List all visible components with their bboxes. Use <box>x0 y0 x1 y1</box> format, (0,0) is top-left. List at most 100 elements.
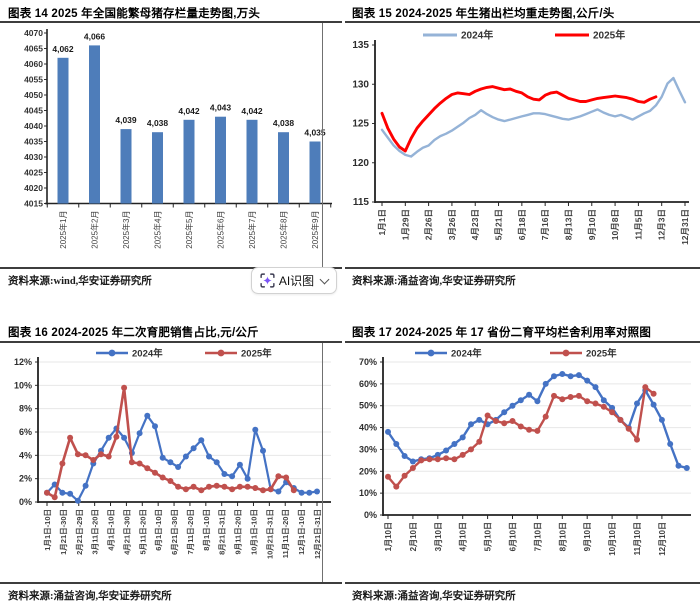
series-marker <box>534 427 541 434</box>
series-marker <box>542 413 549 420</box>
series-marker <box>59 489 66 496</box>
series-marker <box>459 451 466 458</box>
x-tick-label: 12月10日 <box>658 522 667 556</box>
fig15-source: 资料来源:涌益咨询,华安证券研究所 <box>352 276 516 287</box>
x-tick-label: 12月21日-31日 <box>313 509 322 559</box>
series-marker <box>592 384 599 391</box>
fig14-source-rule <box>0 267 342 269</box>
x-tick-label: 4月23日 <box>470 209 480 240</box>
fig17-source: 资料来源:涌益咨询,华安证券研究所 <box>352 591 516 602</box>
fig17-source-rule <box>345 582 700 584</box>
y-tick-label: 4035 <box>24 137 43 147</box>
y-tick-label: 8% <box>19 404 32 414</box>
fig14-chart: 4015 4020 4025 4030 4035 4040 4045 4050 4055 4060… <box>24 28 332 249</box>
y-tick-label: 20% <box>359 466 377 476</box>
y-tick-label: 4065 <box>24 44 43 54</box>
x-tick-label: 6月18日 <box>517 209 527 240</box>
series-marker <box>434 451 441 458</box>
series-marker <box>476 438 483 445</box>
y-tick-label: 10% <box>14 380 32 390</box>
series-marker <box>542 380 549 387</box>
series-marker <box>136 430 143 437</box>
fig15-title-rule <box>345 21 700 23</box>
x-tick-label: 9月10日 <box>583 522 592 551</box>
fig14-title-rule <box>0 21 342 23</box>
x-tick-label: 12月31日 <box>680 209 690 245</box>
y-tick-label: 70% <box>359 357 377 367</box>
bar-value-label: 4,035 <box>304 128 326 138</box>
bar <box>152 132 163 204</box>
series-marker <box>283 474 290 481</box>
ai-scan-icon <box>260 273 275 288</box>
bar-value-label: 4,042 <box>241 106 263 116</box>
series-marker <box>526 426 533 433</box>
series-marker <box>252 485 259 491</box>
series-marker <box>443 447 450 454</box>
series-marker <box>418 457 425 464</box>
fig16-title: 图表 16 2024-2025 年二次育肥销售占比,元/公斤 <box>8 327 259 339</box>
fig17-title-rule <box>345 341 700 343</box>
series-marker <box>221 483 228 490</box>
x-tick-label: 9月10日 <box>587 209 597 240</box>
series-marker <box>159 454 166 461</box>
series-marker <box>229 486 236 493</box>
y-tick-label: 4045 <box>24 106 43 116</box>
series-marker <box>306 489 313 496</box>
series-marker <box>74 497 81 504</box>
series-marker <box>74 451 81 458</box>
bar-value-label: 4,066 <box>84 31 106 41</box>
series-marker <box>517 423 524 430</box>
ai-button-label: AI识图 <box>278 274 315 288</box>
fig15-title: 图表 15 2024-2025 年生猪出栏均重走势图,公斤/头 <box>352 8 615 20</box>
series-marker <box>144 465 151 472</box>
series-marker <box>298 489 305 496</box>
series-marker <box>67 434 74 441</box>
bar <box>183 119 195 204</box>
legend-marker <box>562 349 570 357</box>
series-marker <box>609 404 616 411</box>
series-marker <box>634 436 640 443</box>
fig14-title: 图表 14 2025 年全国能繁母猪存栏量走势图,万头 <box>8 8 261 20</box>
series-marker <box>683 465 690 471</box>
series-marker <box>575 372 582 379</box>
series-marker <box>128 459 135 466</box>
series-marker <box>484 412 491 419</box>
y-tick-label: 12% <box>14 357 32 367</box>
series-marker <box>98 451 104 458</box>
x-tick-label: 2025年8月 <box>279 211 289 249</box>
y-tick-label: 10% <box>359 488 377 498</box>
series-marker <box>182 486 189 493</box>
series-marker <box>658 416 665 423</box>
series-marker <box>650 390 657 397</box>
x-tick-label: 10月10日 <box>608 522 617 556</box>
legend-label: 2025年 <box>241 348 272 360</box>
series-marker <box>51 494 58 501</box>
series-marker <box>236 483 243 490</box>
y-tick-label: 4070 <box>24 28 43 38</box>
series-marker <box>152 423 158 430</box>
series-marker <box>385 428 391 435</box>
x-tick-label: 9月11日-20日 <box>234 509 243 554</box>
ai-image-recognition-button[interactable]: AI识图 <box>251 267 337 294</box>
y-tick-label: 0% <box>364 510 377 520</box>
series-marker <box>67 490 74 497</box>
bar <box>309 141 321 204</box>
y-tick-label: 40% <box>359 423 377 433</box>
y-tick-label: 4030 <box>24 152 43 162</box>
series-marker <box>385 473 391 480</box>
bar-value-label: 4,062 <box>52 44 74 54</box>
series-marker <box>236 461 243 468</box>
fig16-source-rule <box>0 582 342 584</box>
x-tick-label: 1月1日-10日 <box>43 509 52 551</box>
series-marker <box>136 460 143 467</box>
fig15-chart: 115 120 125 130 135 1月1日 1月29日 2月26日 3月26日 4月23日 5… <box>352 29 690 245</box>
series-marker <box>634 400 640 407</box>
x-tick-label: 10月8日 <box>610 209 620 240</box>
series-marker <box>468 421 474 428</box>
x-tick-label: 7月16日 <box>540 209 550 240</box>
x-tick-label: 12月3日 <box>657 209 667 240</box>
y-tick-label: 4020 <box>24 183 43 193</box>
series-marker <box>675 462 682 469</box>
series-marker <box>534 398 541 405</box>
